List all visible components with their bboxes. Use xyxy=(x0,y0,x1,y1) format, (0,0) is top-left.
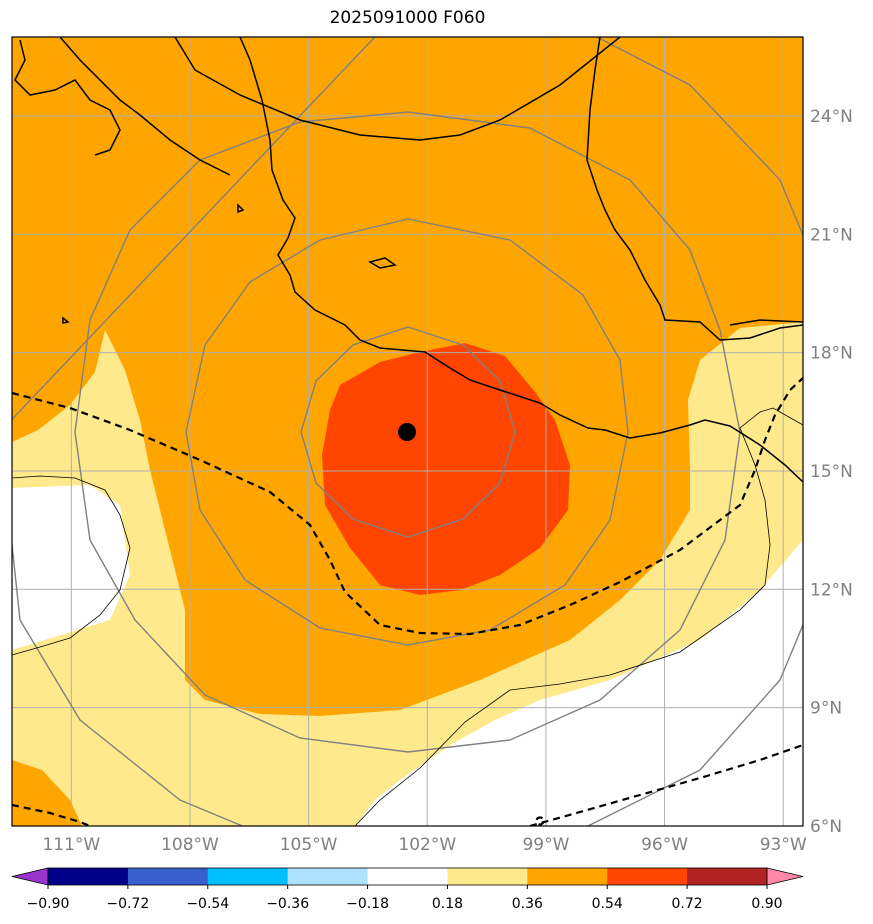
lat-tick-label: 6°N xyxy=(810,817,842,837)
island-small xyxy=(237,203,245,214)
dashed-contour-small-loop xyxy=(535,816,545,826)
map-title: 2025091000 F060 xyxy=(329,8,486,28)
lat-tick-label: 18°N xyxy=(810,344,853,364)
boundary-southeast xyxy=(354,407,803,826)
range-ring-2 xyxy=(185,218,629,646)
colorbar-tick-label: −0.72 xyxy=(106,896,149,912)
range-ring-1 xyxy=(300,326,516,538)
colorbar-tick-label: −0.18 xyxy=(346,896,389,912)
coastline-us-gulf xyxy=(174,37,621,141)
colorbar-segment xyxy=(287,868,369,885)
lon-axis: 111°W 108°W 105°W 102°W 99°W 96°W 93°W xyxy=(42,835,806,855)
colorbar-tick-label: −0.54 xyxy=(186,896,229,912)
colorbar-tick-label: −0.90 xyxy=(27,896,70,912)
dashed-contour-main xyxy=(12,377,803,636)
colorbar-segment xyxy=(527,868,608,885)
colorbar-segment xyxy=(367,868,448,885)
lat-tick-label: 24°N xyxy=(810,107,853,127)
lat-tick-label: 21°N xyxy=(810,225,853,245)
lon-tick-label: 111°W xyxy=(42,835,100,855)
lon-tick-label: 105°W xyxy=(280,835,338,855)
colorbar-segment xyxy=(127,868,209,885)
colorbar-tick-label: 0.36 xyxy=(512,896,543,912)
thin-boundaries xyxy=(12,407,803,826)
lat-tick-label: 15°N xyxy=(810,462,853,482)
lat-tick-label: 9°N xyxy=(810,699,842,719)
colorbar-tick-label: 0.18 xyxy=(432,896,463,912)
colorbar: −0.90 −0.72 −0.54 −0.36 −0.18 0.18 0.36 0.54 0.7… xyxy=(11,867,804,912)
coastlines xyxy=(14,37,803,483)
colorbar-segment xyxy=(607,868,688,885)
boundary-west-region xyxy=(12,475,131,656)
lon-tick-label: 93°W xyxy=(760,835,807,855)
lon-tick-label: 99°W xyxy=(522,835,569,855)
map-frame xyxy=(11,36,804,827)
map-panel xyxy=(12,37,803,826)
range-rings xyxy=(12,37,803,826)
colorbar-tick-label: 0.72 xyxy=(672,896,703,912)
coastline-gulf-of-california xyxy=(59,37,231,176)
lon-tick-label: 96°W xyxy=(641,835,688,855)
colorbar-segment xyxy=(687,868,768,885)
coastline-mexico-pacific xyxy=(239,37,803,483)
colorbar-segment xyxy=(48,868,129,885)
coastline-yucatan xyxy=(729,319,803,326)
colorbar-outline xyxy=(47,867,768,886)
dashed-contours xyxy=(12,377,803,826)
colorbar-segment xyxy=(207,868,289,885)
storm-center-marker xyxy=(398,423,416,441)
coastline-gulf-of-mexico xyxy=(586,37,803,341)
range-ring-4 xyxy=(12,37,803,826)
lat-axis: 6°N 9°N 12°N 15°N 18°N 21°N 24°N xyxy=(810,107,853,837)
lon-tick-label: 108°W xyxy=(161,835,219,855)
coastline-baja xyxy=(14,39,121,156)
colorbar-tick-label: 0.54 xyxy=(592,896,623,912)
dashed-contour-south xyxy=(12,803,91,826)
island-revillagigedo xyxy=(368,257,397,269)
range-ring-3 xyxy=(74,111,741,753)
dashed-contour-southeast xyxy=(529,743,803,826)
colorbar-tick-label: 0.90 xyxy=(751,896,782,912)
colorbar-extend-low xyxy=(11,867,49,886)
colorbar-tick-label: −0.36 xyxy=(266,896,309,912)
colorbar-segment xyxy=(447,868,528,885)
island-west xyxy=(62,316,70,324)
lon-tick-label: 102°W xyxy=(398,835,456,855)
colorbar-extend-high xyxy=(766,867,804,886)
lat-tick-label: 12°N xyxy=(810,580,853,600)
